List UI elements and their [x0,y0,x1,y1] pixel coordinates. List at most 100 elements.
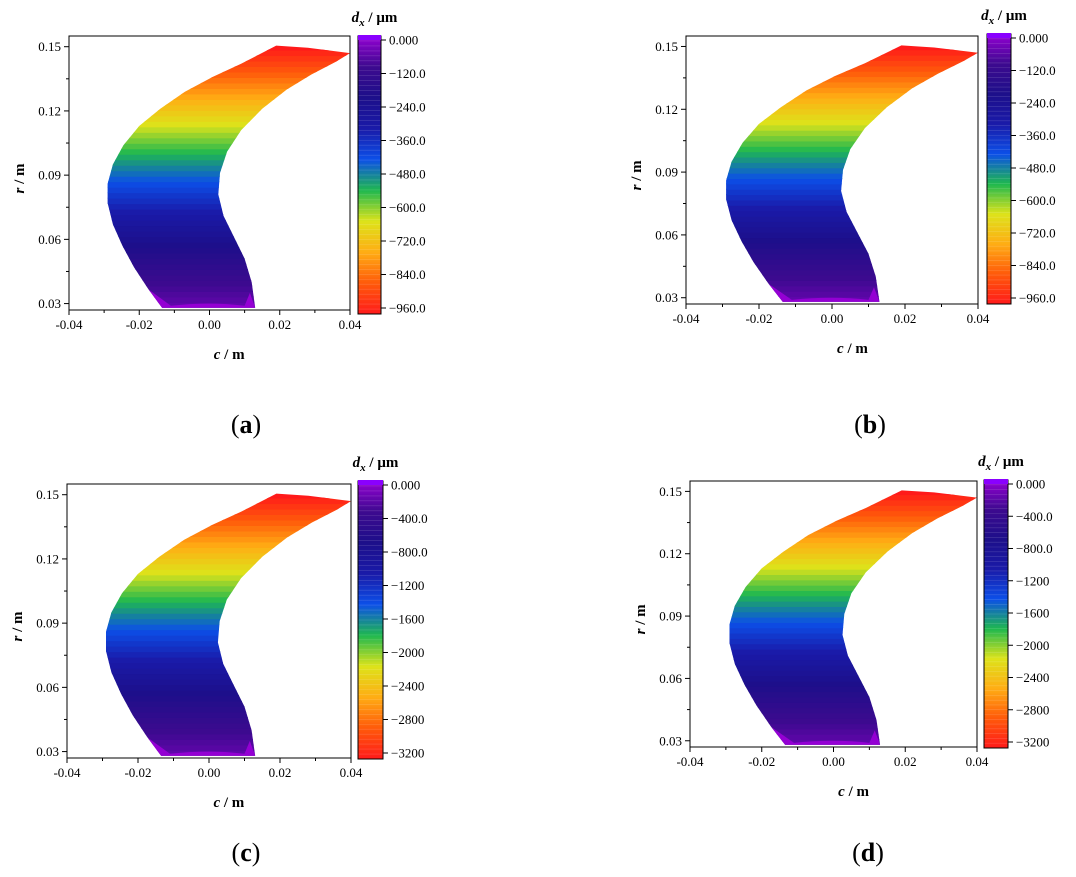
contour-band [106,689,351,697]
x-axis-label: c / m [214,347,245,363]
contour-band [106,744,351,751]
colorbar-tick-label: −1200 [1016,573,1049,588]
contour-band [726,220,978,228]
contour-band [107,225,350,232]
x-tick-label: 0.04 [967,311,990,326]
contour-field [107,45,350,308]
contour-band [729,707,977,714]
contour-band [729,536,977,544]
contour-band [726,81,978,88]
contour-band [107,268,350,276]
colorbar-tick-label: −2800 [391,712,424,727]
x-tick-label: 0.02 [269,765,292,780]
contour-band [107,257,350,265]
contour-band [726,124,978,131]
contour-band [729,531,977,538]
colorbar-title: dx / μm [978,454,1024,473]
y-tick-label: 0.09 [655,165,678,180]
panel-caption: (b) [854,410,886,439]
y-axis-label: r / m [10,611,26,642]
x-tick-label: 0.04 [339,317,362,332]
contour-band [107,285,350,292]
colorbar-tick-label: −1600 [391,612,424,627]
contour-band [726,102,978,110]
colorbar-tick-label: −360.0 [1019,128,1056,143]
x-tick-label: 0.00 [822,754,845,769]
contour-band [106,700,351,707]
contour-band [107,98,350,106]
contour-band [107,247,350,254]
y-tick-label: 0.15 [659,484,682,499]
contour-band [726,231,978,239]
y-tick-label: 0.09 [38,168,61,183]
contour-band [729,558,977,565]
y-tick-label: 0.03 [655,290,678,305]
contour-band [729,664,977,671]
colorbar-tick-label: 0.000 [389,33,418,48]
y-tick-label: 0.03 [38,296,61,311]
colorbar-tick-label: −2000 [1016,638,1049,653]
colorbar-title: dx / μm [981,8,1027,27]
contour-band [106,722,351,729]
contour-band [729,685,977,693]
colorbar-tick-label: −800.0 [1016,541,1053,556]
contour-band [106,585,351,592]
colorbar-tick-label: −960.0 [1019,291,1056,306]
colorbar-tick-label: −240.0 [389,100,426,115]
colorbar-zero-band [987,33,1011,38]
colorbar-tick-label: −960.0 [389,301,426,316]
x-tick-label: 0.04 [966,754,989,769]
contour-band [106,563,351,570]
colorbar-tick-label: −1600 [1016,606,1049,621]
contour-band [106,733,351,740]
contour-band [106,493,351,499]
contour-band [726,118,978,126]
contour-band [107,274,350,281]
contour-band [726,140,978,147]
contour-band [726,279,978,287]
contour-band [107,87,350,95]
y-tick-label: 0.12 [38,103,61,118]
panel-d: -0.04 -0.02 0.00 0.02 0.04 0.15 0.12 0.09 0.06 0.… [633,454,1053,867]
hub-region [143,734,256,756]
contour-band [726,76,978,83]
contour-band [729,733,977,741]
contour-band [729,680,977,687]
x-axis-label: c / m [838,784,869,800]
hub-region [764,280,880,302]
contour-band [107,115,350,122]
contour-band [729,520,977,528]
contour-band [107,104,350,111]
contour-band [729,675,977,682]
contour-band [107,71,350,78]
contour-band [726,247,978,255]
colorbar: 0.000 −400.0 −800.0 −1200 −1600 −2000 −2400 −28… [353,455,428,761]
x-tick-label: -0.04 [672,311,700,326]
y-tick-label: 0.15 [36,487,59,502]
contour-band [107,279,350,287]
contour-band [726,269,978,276]
contour-band [729,547,977,554]
contour-band [106,524,351,532]
contour-band [729,574,977,581]
colorbar-tick-label: 0.000 [391,478,420,493]
contour-band [726,97,978,104]
contour-band [107,131,350,139]
x-tick-label: 0.00 [821,311,844,326]
contour-band [106,568,351,576]
contour-band [107,290,350,298]
contour-band [107,142,350,150]
y-tick-label: 0.15 [655,39,678,54]
contour-band [106,738,351,746]
contour-band [729,563,977,570]
contour-band [106,530,351,537]
x-tick-label: 0.02 [894,311,917,326]
contour-band [107,109,350,117]
y-tick-label: 0.03 [36,744,59,759]
contour-band [729,701,977,709]
contour-band [106,557,351,565]
colorbar-tick-label: −600.0 [389,200,426,215]
y-tick-label: 0.12 [659,546,682,561]
contour-band [107,241,350,249]
contour-band [729,723,977,730]
